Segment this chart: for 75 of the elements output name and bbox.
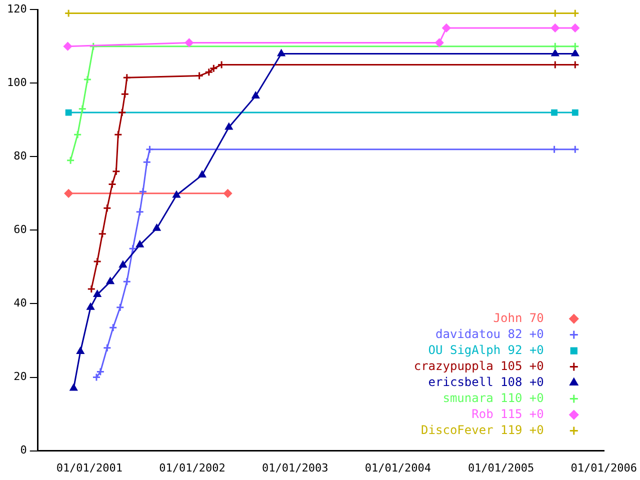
point xyxy=(225,123,233,130)
point xyxy=(118,108,126,117)
point xyxy=(209,64,218,73)
point xyxy=(76,347,84,354)
point xyxy=(571,49,579,56)
legend-label: DiscoFever 119 +0 xyxy=(421,422,544,437)
x-tick-label: 01/01/2006 xyxy=(570,461,638,474)
point xyxy=(73,130,82,139)
point xyxy=(122,277,132,286)
y-tick-label: 120 xyxy=(6,2,27,16)
point xyxy=(224,189,232,198)
point xyxy=(572,109,578,116)
y-tick-label: 40 xyxy=(14,296,27,310)
point xyxy=(184,38,194,47)
y-tick-label: 60 xyxy=(14,223,27,236)
point xyxy=(551,109,558,116)
x-tick-label: 01/01/2001 xyxy=(56,461,123,474)
legend-label: smunara 110 +0 xyxy=(442,390,544,405)
point xyxy=(122,73,132,82)
legend-label: Rob 115 +0 xyxy=(472,406,544,421)
point xyxy=(98,230,107,238)
point xyxy=(83,75,92,84)
y-tick-label: 20 xyxy=(14,370,27,384)
point xyxy=(116,303,124,312)
point xyxy=(128,244,138,253)
point xyxy=(108,180,116,188)
point xyxy=(96,368,105,376)
x-tick-label: 01/01/2004 xyxy=(364,461,432,474)
point xyxy=(278,49,286,56)
x-tick-label: 01/01/2002 xyxy=(159,461,226,474)
x-tick-label: 01/01/2005 xyxy=(468,461,534,474)
point xyxy=(86,303,94,310)
point xyxy=(94,290,102,298)
point xyxy=(204,68,214,76)
point xyxy=(138,187,148,196)
point xyxy=(108,323,118,332)
y-tick-label: 0 xyxy=(20,444,27,457)
point xyxy=(112,167,120,176)
point xyxy=(102,204,112,212)
point xyxy=(64,189,73,198)
legend-label: davidatou 82 +0 xyxy=(436,326,544,341)
legend-label: OU SigAlph 92 +0 xyxy=(428,342,544,357)
point xyxy=(136,208,144,216)
y-tick-label: 100 xyxy=(6,76,27,89)
point xyxy=(551,49,559,56)
point xyxy=(106,277,114,284)
point xyxy=(70,384,78,391)
point xyxy=(550,24,560,32)
point xyxy=(195,72,204,80)
point xyxy=(93,257,102,266)
point xyxy=(65,109,72,116)
legend-label: John 70 xyxy=(493,310,544,325)
point xyxy=(102,344,112,352)
point xyxy=(119,260,127,268)
point xyxy=(550,42,560,51)
point xyxy=(114,130,122,139)
point xyxy=(550,145,559,154)
point xyxy=(172,191,180,198)
point xyxy=(198,170,206,178)
legend-label: crazypuppla 105 +0 xyxy=(414,358,544,373)
point xyxy=(142,158,152,166)
point xyxy=(252,92,260,98)
point xyxy=(442,24,451,32)
point xyxy=(89,42,98,51)
y-tick-label: 80 xyxy=(14,150,27,163)
x-tick-label: 01/01/2003 xyxy=(262,461,328,474)
point xyxy=(136,240,144,248)
point xyxy=(78,104,87,114)
point xyxy=(152,224,161,231)
point xyxy=(120,90,130,98)
point xyxy=(145,145,154,154)
legend-label: ericsbell 108 +0 xyxy=(428,374,544,389)
point xyxy=(435,38,444,47)
point xyxy=(570,24,580,32)
point xyxy=(63,42,72,51)
